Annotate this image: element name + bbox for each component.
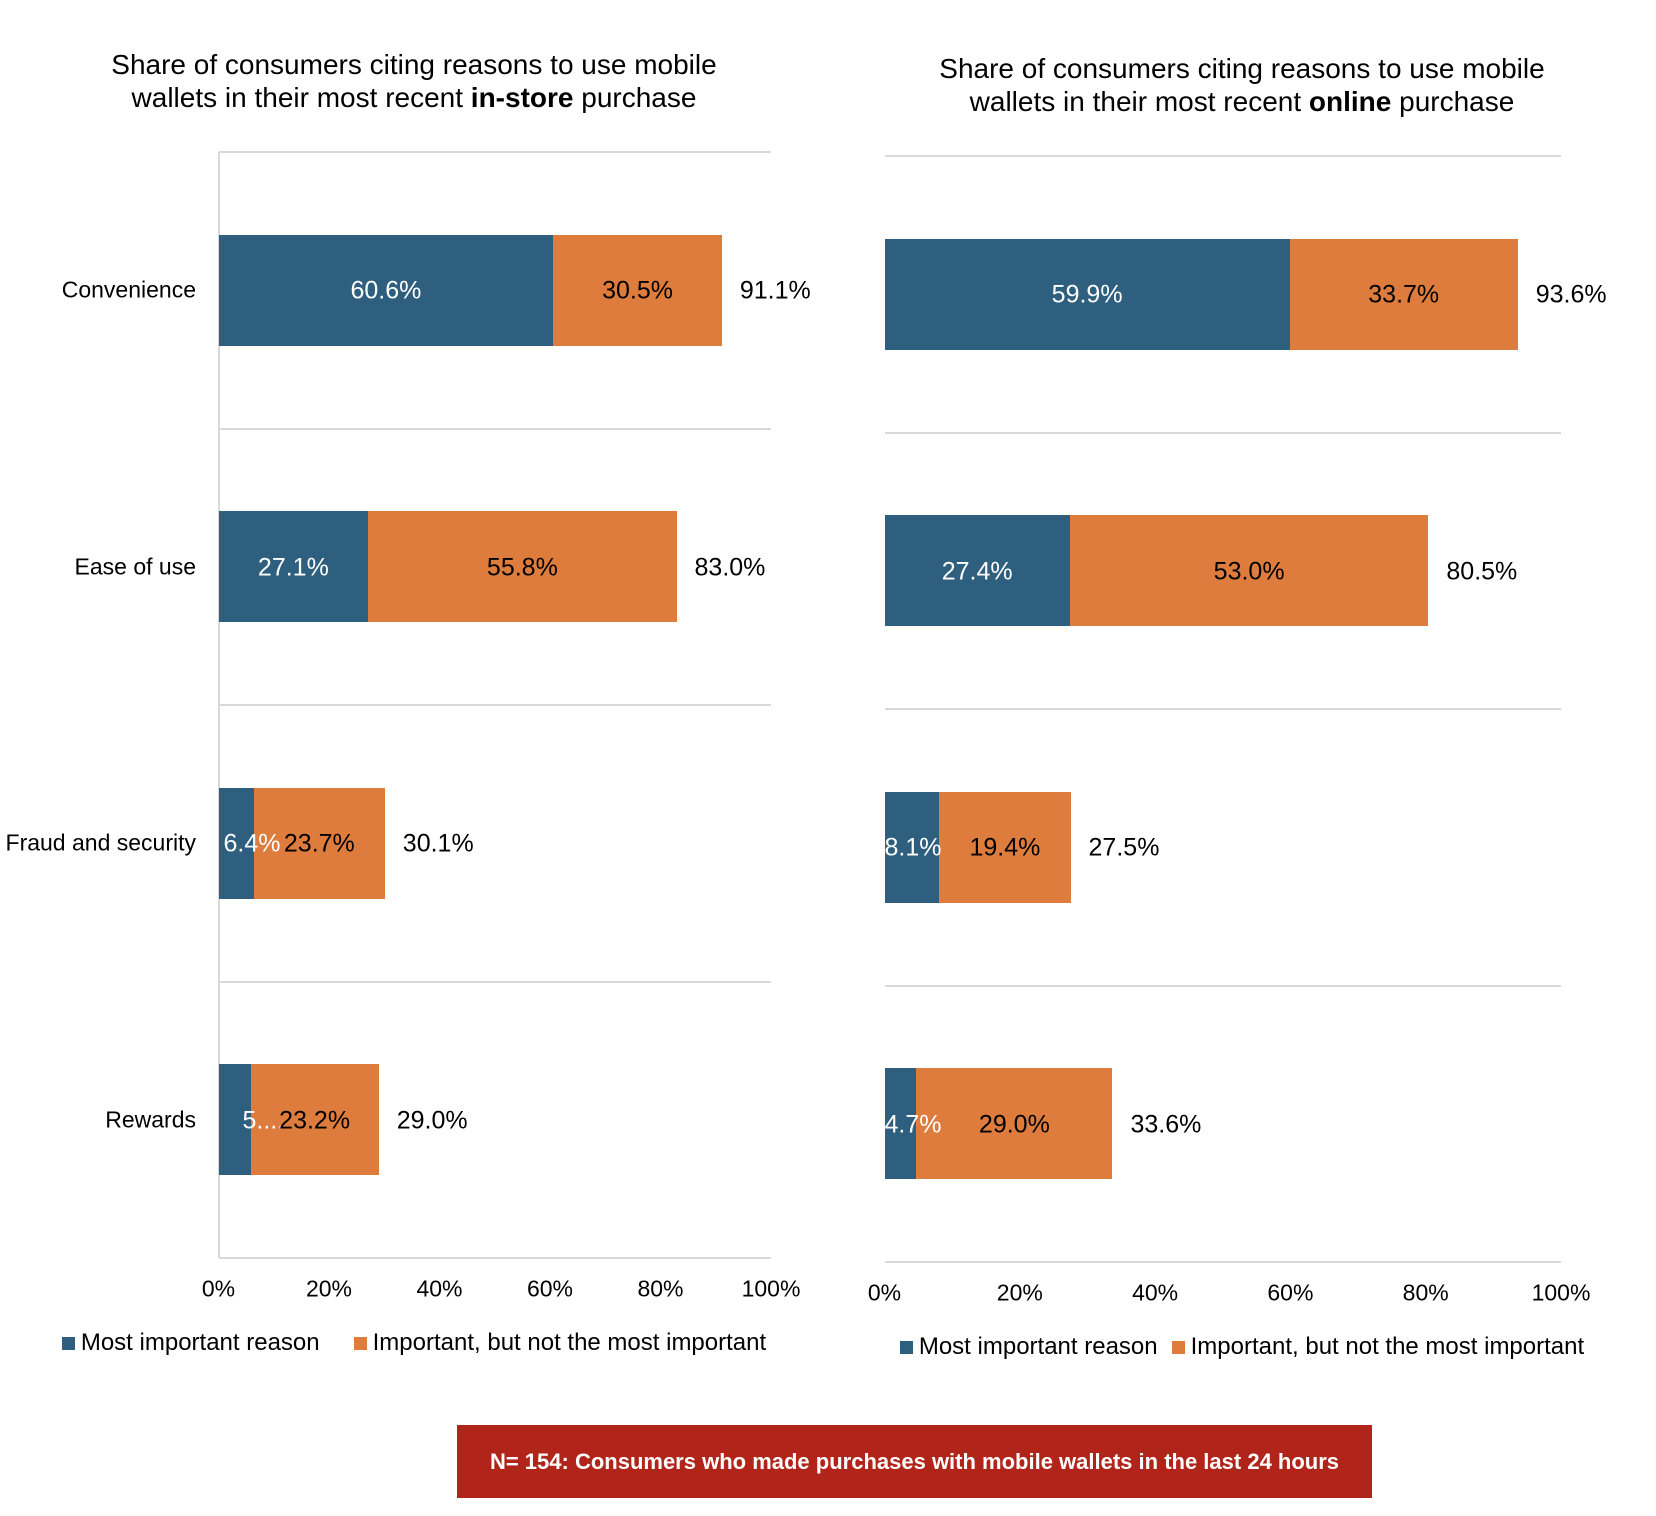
chart-title-line2: wallets in their most recent in-store pu… bbox=[0, 81, 828, 114]
chart-title-line1: Share of consumers citing reasons to use… bbox=[111, 49, 717, 80]
chart-online: Share of consumers citing reasons to use… bbox=[828, 0, 1656, 1516]
data-label: 27.4% bbox=[941, 557, 1013, 586]
chart-title-line2-suffix: purchase bbox=[1391, 86, 1515, 117]
data-label: 30.5% bbox=[602, 276, 674, 305]
chart-title-bold-word: in-store bbox=[470, 82, 574, 113]
legend: Most important reason Important, but not … bbox=[828, 1334, 1656, 1360]
total-label: 80.5% bbox=[1446, 557, 1518, 586]
category-label: Ease of use bbox=[74, 553, 196, 580]
bar-rewards-important bbox=[916, 1068, 1113, 1180]
x-tick-label: 40% bbox=[1132, 1279, 1179, 1306]
data-label: 23.7% bbox=[283, 829, 355, 858]
total-label: 93.6% bbox=[1535, 280, 1607, 309]
gridline bbox=[218, 704, 771, 706]
legend-label: Important, but not the most important bbox=[1190, 1333, 1585, 1360]
total-label: 29.0% bbox=[396, 1106, 468, 1135]
x-tick-label: 0% bbox=[201, 1275, 236, 1302]
x-tick-label: 60% bbox=[526, 1275, 574, 1302]
data-label: 55.8% bbox=[486, 553, 558, 582]
x-tick-label: 20% bbox=[996, 1279, 1043, 1306]
bar-fraud-and-security-important bbox=[939, 791, 1071, 903]
x-tick-label: 60% bbox=[1267, 1279, 1314, 1306]
data-label: 33.7% bbox=[1368, 280, 1440, 309]
total-label: 33.6% bbox=[1130, 1110, 1202, 1139]
bar-convenience-most_important bbox=[218, 234, 554, 346]
x-tick-label: 100% bbox=[741, 1275, 801, 1302]
x-tick-label: 20% bbox=[305, 1275, 353, 1302]
gridline bbox=[218, 980, 771, 983]
chart-title: Share of consumers citing reasons to use… bbox=[828, 52, 1656, 118]
legend-label: Most important reason bbox=[918, 1333, 1158, 1360]
data-label: 23.2% bbox=[279, 1106, 351, 1135]
chart-title-line1: Share of consumers citing reasons to use… bbox=[939, 53, 1545, 84]
category-label: Rewards bbox=[105, 1106, 196, 1133]
total-label: 91.1% bbox=[739, 276, 811, 305]
gridline bbox=[884, 431, 1561, 434]
x-tick-label: 80% bbox=[1402, 1279, 1449, 1306]
bar-ease-of-use-important bbox=[1069, 515, 1429, 627]
legend-swatch-most_important bbox=[899, 1340, 913, 1354]
bar-convenience-most_important bbox=[884, 238, 1290, 350]
gridline bbox=[218, 427, 771, 430]
legend-swatch-important bbox=[1171, 1340, 1185, 1354]
data-label: 19.4% bbox=[969, 833, 1041, 862]
chart-title-line2-prefix: wallets in their most recent bbox=[969, 86, 1309, 117]
data-label: 29.0% bbox=[978, 1110, 1050, 1139]
data-label: 8.1% bbox=[884, 833, 942, 862]
x-axis-line bbox=[218, 1257, 771, 1259]
total-label: 30.1% bbox=[402, 829, 474, 858]
sample-size-banner-text: N= 154: Consumers who made purchases wit… bbox=[489, 1448, 1340, 1474]
bar-rewards-most_important bbox=[218, 1064, 251, 1176]
bar-fraud-and-security-most_important bbox=[218, 787, 254, 899]
data-label: 53.0% bbox=[1213, 557, 1285, 586]
data-label: 60.6% bbox=[350, 276, 422, 305]
bar-rewards-most_important bbox=[884, 1068, 917, 1180]
gridline bbox=[884, 708, 1561, 710]
gridline bbox=[884, 984, 1561, 987]
x-tick-label: 40% bbox=[416, 1275, 463, 1302]
x-tick-label: 0% bbox=[867, 1279, 902, 1306]
legend-item: Most important reason bbox=[61, 1329, 320, 1356]
chart-title-line2: wallets in their most recent online purc… bbox=[828, 85, 1656, 118]
bar-ease-of-use-most_important bbox=[884, 515, 1070, 627]
legend-item: Important, but not the most important bbox=[353, 1329, 767, 1356]
x-axis-line bbox=[884, 1261, 1561, 1263]
legend-swatch-important bbox=[353, 1336, 367, 1350]
gridline bbox=[218, 151, 771, 153]
legend-item: Most important reason bbox=[899, 1333, 1158, 1360]
bar-convenience-important bbox=[1289, 238, 1518, 350]
chart-title: Share of consumers citing reasons to use… bbox=[0, 48, 828, 114]
chart-title-line2-prefix: wallets in their most recent bbox=[131, 82, 471, 113]
bar-rewards-important bbox=[250, 1064, 379, 1176]
total-label: 27.5% bbox=[1088, 833, 1160, 862]
x-tick-label: 100% bbox=[1531, 1279, 1591, 1306]
legend-item: Important, but not the most important bbox=[1171, 1333, 1585, 1360]
chart-in-store: Share of consumers citing reasons to use… bbox=[0, 48, 828, 1356]
sample-size-banner: N= 154: Consumers who made purchases wit… bbox=[457, 1425, 1372, 1498]
bar-fraud-and-security-important bbox=[253, 787, 385, 899]
legend: Most important reason Important, but not … bbox=[0, 1330, 828, 1356]
legend-swatch-most_important bbox=[61, 1336, 75, 1350]
y-axis-line bbox=[217, 152, 220, 1258]
gridline bbox=[884, 155, 1561, 157]
bar-fraud-and-security-most_important bbox=[884, 791, 940, 903]
data-label: 27.1% bbox=[257, 553, 329, 582]
data-label: 6.4% bbox=[223, 829, 281, 858]
bar-ease-of-use-most_important bbox=[218, 511, 369, 623]
chart-title-line2-suffix: purchase bbox=[573, 82, 697, 113]
category-label: Convenience bbox=[61, 276, 196, 303]
legend-label: Most important reason bbox=[80, 1329, 320, 1356]
chart-title-bold-word: online bbox=[1308, 86, 1392, 117]
legend-label: Important, but not the most important bbox=[372, 1329, 767, 1356]
bar-convenience-important bbox=[553, 234, 722, 346]
x-tick-label: 80% bbox=[637, 1275, 684, 1302]
category-label: Fraud and security bbox=[5, 829, 196, 856]
data-label: 4.7% bbox=[884, 1110, 942, 1139]
data-label: 5.... bbox=[242, 1106, 285, 1135]
total-label: 83.0% bbox=[694, 553, 766, 582]
data-label: 59.9% bbox=[1051, 280, 1123, 309]
bar-ease-of-use-important bbox=[368, 511, 677, 623]
